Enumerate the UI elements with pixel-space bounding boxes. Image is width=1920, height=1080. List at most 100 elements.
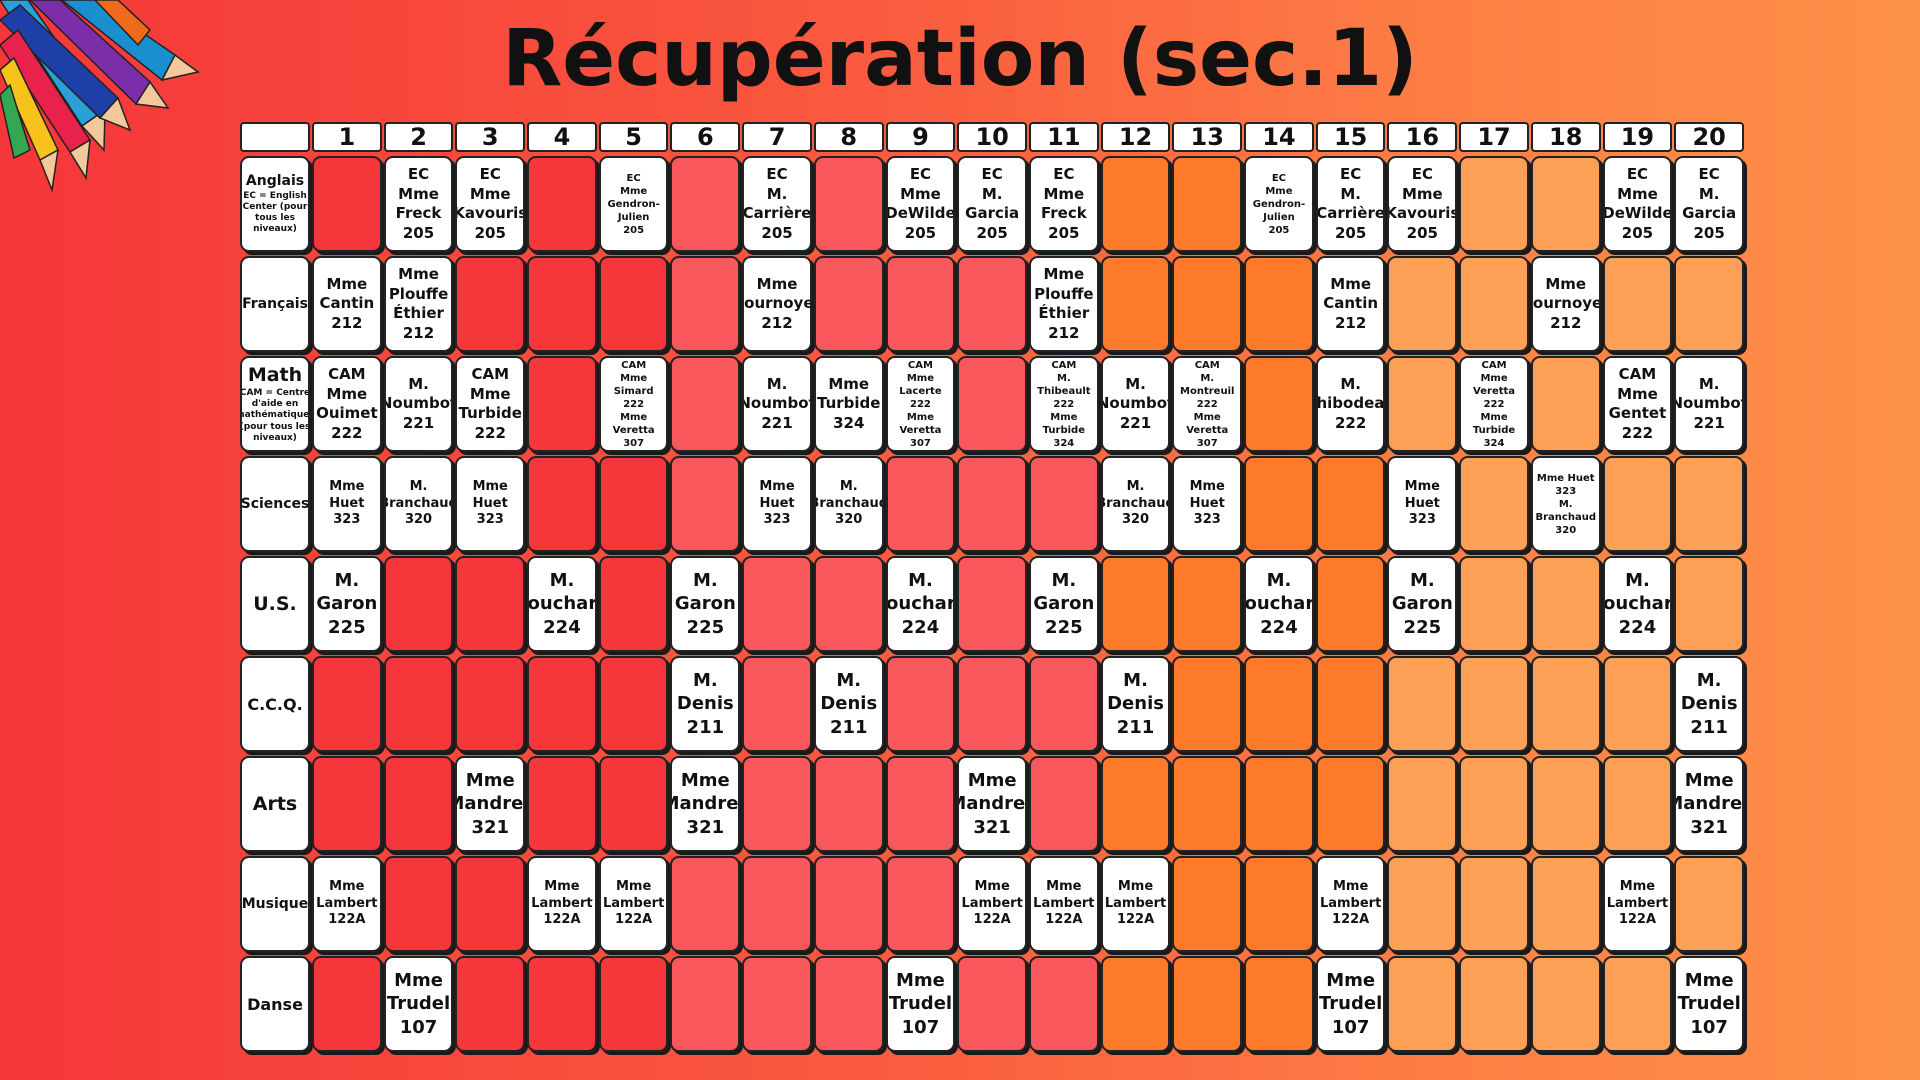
schedule-cell [813,856,884,952]
colored-pencils-icon [0,0,200,193]
schedule-cell: Mme Plouffe Éthier 212 [1028,256,1099,352]
schedule-cell [383,556,454,652]
schedule-cell [312,656,382,752]
schedule-cell [1602,456,1673,552]
schedule-cell [957,256,1027,352]
schedule-cell: Mme Turbide 324 [813,356,884,452]
schedule-cell [1315,656,1386,752]
day-header-11: 11 [1028,122,1099,152]
schedule-cell: M. Thibodeau 222 [1315,356,1386,452]
schedule-cell: M. Garon 225 [670,556,741,652]
schedule-cell [742,956,812,1052]
schedule-cell: Mme Cantin 212 [1315,256,1386,352]
schedule-cell: Mme Lambert 122A [527,856,597,952]
schedule-cell [957,356,1027,452]
schedule-cell [1028,956,1099,1052]
schedule-cell [527,756,597,852]
schedule-cell [1530,556,1601,652]
schedule-cell: Mme Lambert 122A [598,856,669,952]
schedule-cell: EC Mme Freck 205 [383,156,454,252]
schedule-cell: CAM M. Thibeault 222 Mme Turbide 324 [1028,356,1099,452]
schedule-cell: CAM Mme Lacerte 222 Mme Veretta 307 [885,356,956,452]
schedule-cell: EC M. Carrière 205 [742,156,812,252]
schedule-cell: Mme Plouffe Éthier 212 [383,256,454,352]
day-header-7: 7 [742,122,812,152]
subject-name: C.C.Q. [247,694,303,714]
schedule-cell [957,656,1027,752]
schedule-cell: Mme Huet 323 M. Branchaud 320 [1530,456,1601,552]
schedule-cell [1459,256,1529,352]
schedule-cell [455,956,526,1052]
schedule-cell: Mme Trudel 107 [885,956,956,1052]
schedule-cell [455,656,526,752]
schedule-cell: CAM Mme Gentet 222 [1602,356,1673,452]
schedule-cell [598,656,669,752]
schedule-cell [1530,156,1601,252]
schedule-cell [1315,756,1386,852]
day-header-19: 19 [1602,122,1673,152]
schedule-cell: Mme Huet 323 [455,456,526,552]
schedule-cell: CAM Mme Veretta 222 Mme Turbide 324 [1459,356,1529,452]
day-header-4: 4 [527,122,597,152]
day-header-8: 8 [813,122,884,152]
day-header-15: 15 [1315,122,1386,152]
page-title: Récupération (sec.1) [502,14,1418,104]
schedule-cell [813,956,884,1052]
schedule-cell: M. Bouchard 224 [1602,556,1673,652]
schedule-cell [598,956,669,1052]
schedule-cell [312,956,382,1052]
schedule-cell: Mme Huet 323 [742,456,812,552]
schedule-cell [742,756,812,852]
schedule-cell: Mme Cournoyer 212 [742,256,812,352]
schedule-cell: M. Garon 225 [312,556,382,652]
schedule-cell [1244,256,1314,352]
schedule-cell: EC Mme Gendron- Julien 205 [1244,156,1314,252]
schedule-cell: Mme Trudel 107 [383,956,454,1052]
schedule-cell: Mme Huet 323 [1172,456,1243,552]
schedule-cell [1244,656,1314,752]
schedule-cell [527,956,597,1052]
schedule-cell: M. Denis 211 [1674,656,1744,752]
schedule-cell: Mme Lambert 122A [1028,856,1099,952]
day-header-18: 18 [1530,122,1601,152]
schedule-cell: M. Denis 211 [670,656,741,752]
schedule-cell: CAM M. Montreuil 222 Mme Veretta 307 [1172,356,1243,452]
schedule-cell [1172,156,1243,252]
schedule-cell [455,256,526,352]
schedule-cell [598,756,669,852]
subject-name: Arts [252,793,298,815]
schedule-cell [885,656,956,752]
schedule-cell [670,856,741,952]
schedule-cell: EC Mme Kavouris 205 [455,156,526,252]
day-header-20: 20 [1674,122,1744,152]
schedule-cell [885,856,956,952]
schedule-cell [1100,256,1171,352]
schedule-cell [813,756,884,852]
subject-cell: Danse [240,956,310,1052]
subject-name: Anglais [245,172,305,189]
schedule-cell: EC Mme Freck 205 [1028,156,1099,252]
schedule-cell: Mme Lambert 122A [957,856,1027,952]
schedule-cell [1100,156,1171,252]
schedule-cell: M. Noumbot 221 [1674,356,1744,452]
schedule-cell [527,256,597,352]
schedule-cell [1387,356,1458,452]
schedule-cell: Mme Lambert 122A [1602,856,1673,952]
schedule-cell [1315,556,1386,652]
schedule-cell [742,556,812,652]
schedule-cell [598,256,669,352]
schedule-cell: Mme Lambert 122A [312,856,382,952]
schedule-cell: M. Noumbot 221 [742,356,812,452]
schedule-cell [1530,856,1601,952]
schedule-cell [1387,856,1458,952]
schedule-cell: EC M. Garcia 205 [957,156,1027,252]
schedule-cell [670,256,741,352]
day-header-5: 5 [598,122,669,152]
schedule-cell: M. Denis 211 [1100,656,1171,752]
schedule-cell [670,456,741,552]
corner-header-cell [240,122,310,152]
schedule-cell [1172,956,1243,1052]
schedule-cell [670,956,741,1052]
schedule-cell [670,356,741,452]
schedule-cell [383,856,454,952]
